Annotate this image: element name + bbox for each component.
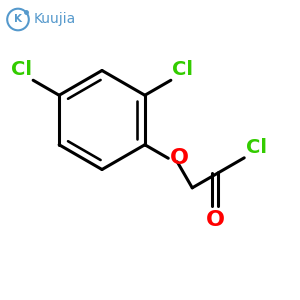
Text: O: O bbox=[206, 210, 225, 230]
Text: Cl: Cl bbox=[172, 60, 193, 79]
Text: K: K bbox=[14, 14, 22, 25]
Text: O: O bbox=[170, 148, 189, 168]
Text: Cl: Cl bbox=[11, 60, 32, 79]
Text: Kuujia: Kuujia bbox=[34, 12, 76, 26]
Text: Cl: Cl bbox=[246, 138, 267, 157]
